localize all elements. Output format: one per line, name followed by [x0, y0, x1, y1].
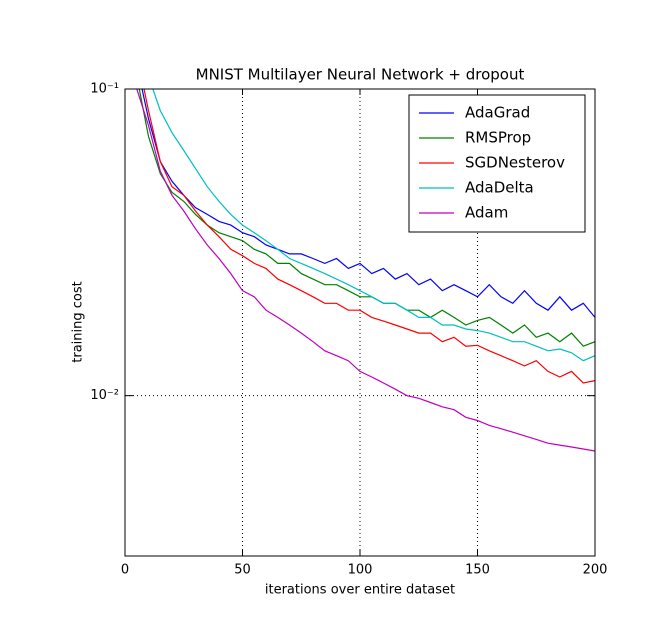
plot-area	[136, 89, 595, 452]
chart-title: MNIST Multilayer Neural Network + dropou…	[196, 66, 525, 84]
series-line	[152, 89, 595, 362]
y-tick-label: 10⁻²	[90, 388, 119, 403]
series-line	[143, 89, 595, 384]
y-tick-label: 10⁻¹	[90, 82, 119, 97]
series-line	[138, 89, 595, 347]
x-tick-label: 200	[583, 563, 608, 578]
y-axis-label: training cost	[71, 281, 86, 362]
x-tick-label: 100	[348, 563, 373, 578]
series-line	[141, 89, 595, 318]
legend-label: SGDNesterov	[465, 154, 565, 172]
x-axis-label: iterations over entire dataset	[265, 583, 455, 598]
legend-label: Adam	[465, 204, 508, 222]
x-tick-label: 0	[121, 563, 129, 578]
legend-label: RMSProp	[465, 129, 531, 147]
series-line	[136, 89, 595, 452]
legend: AdaGrad RMSProp SGDNesterov AdaDelta Adam	[408, 94, 586, 233]
legend-label: AdaDelta	[465, 179, 534, 197]
legend-label: AdaGrad	[465, 104, 530, 122]
x-tick-label: 50	[234, 563, 251, 578]
x-tick-label: 150	[465, 563, 490, 578]
